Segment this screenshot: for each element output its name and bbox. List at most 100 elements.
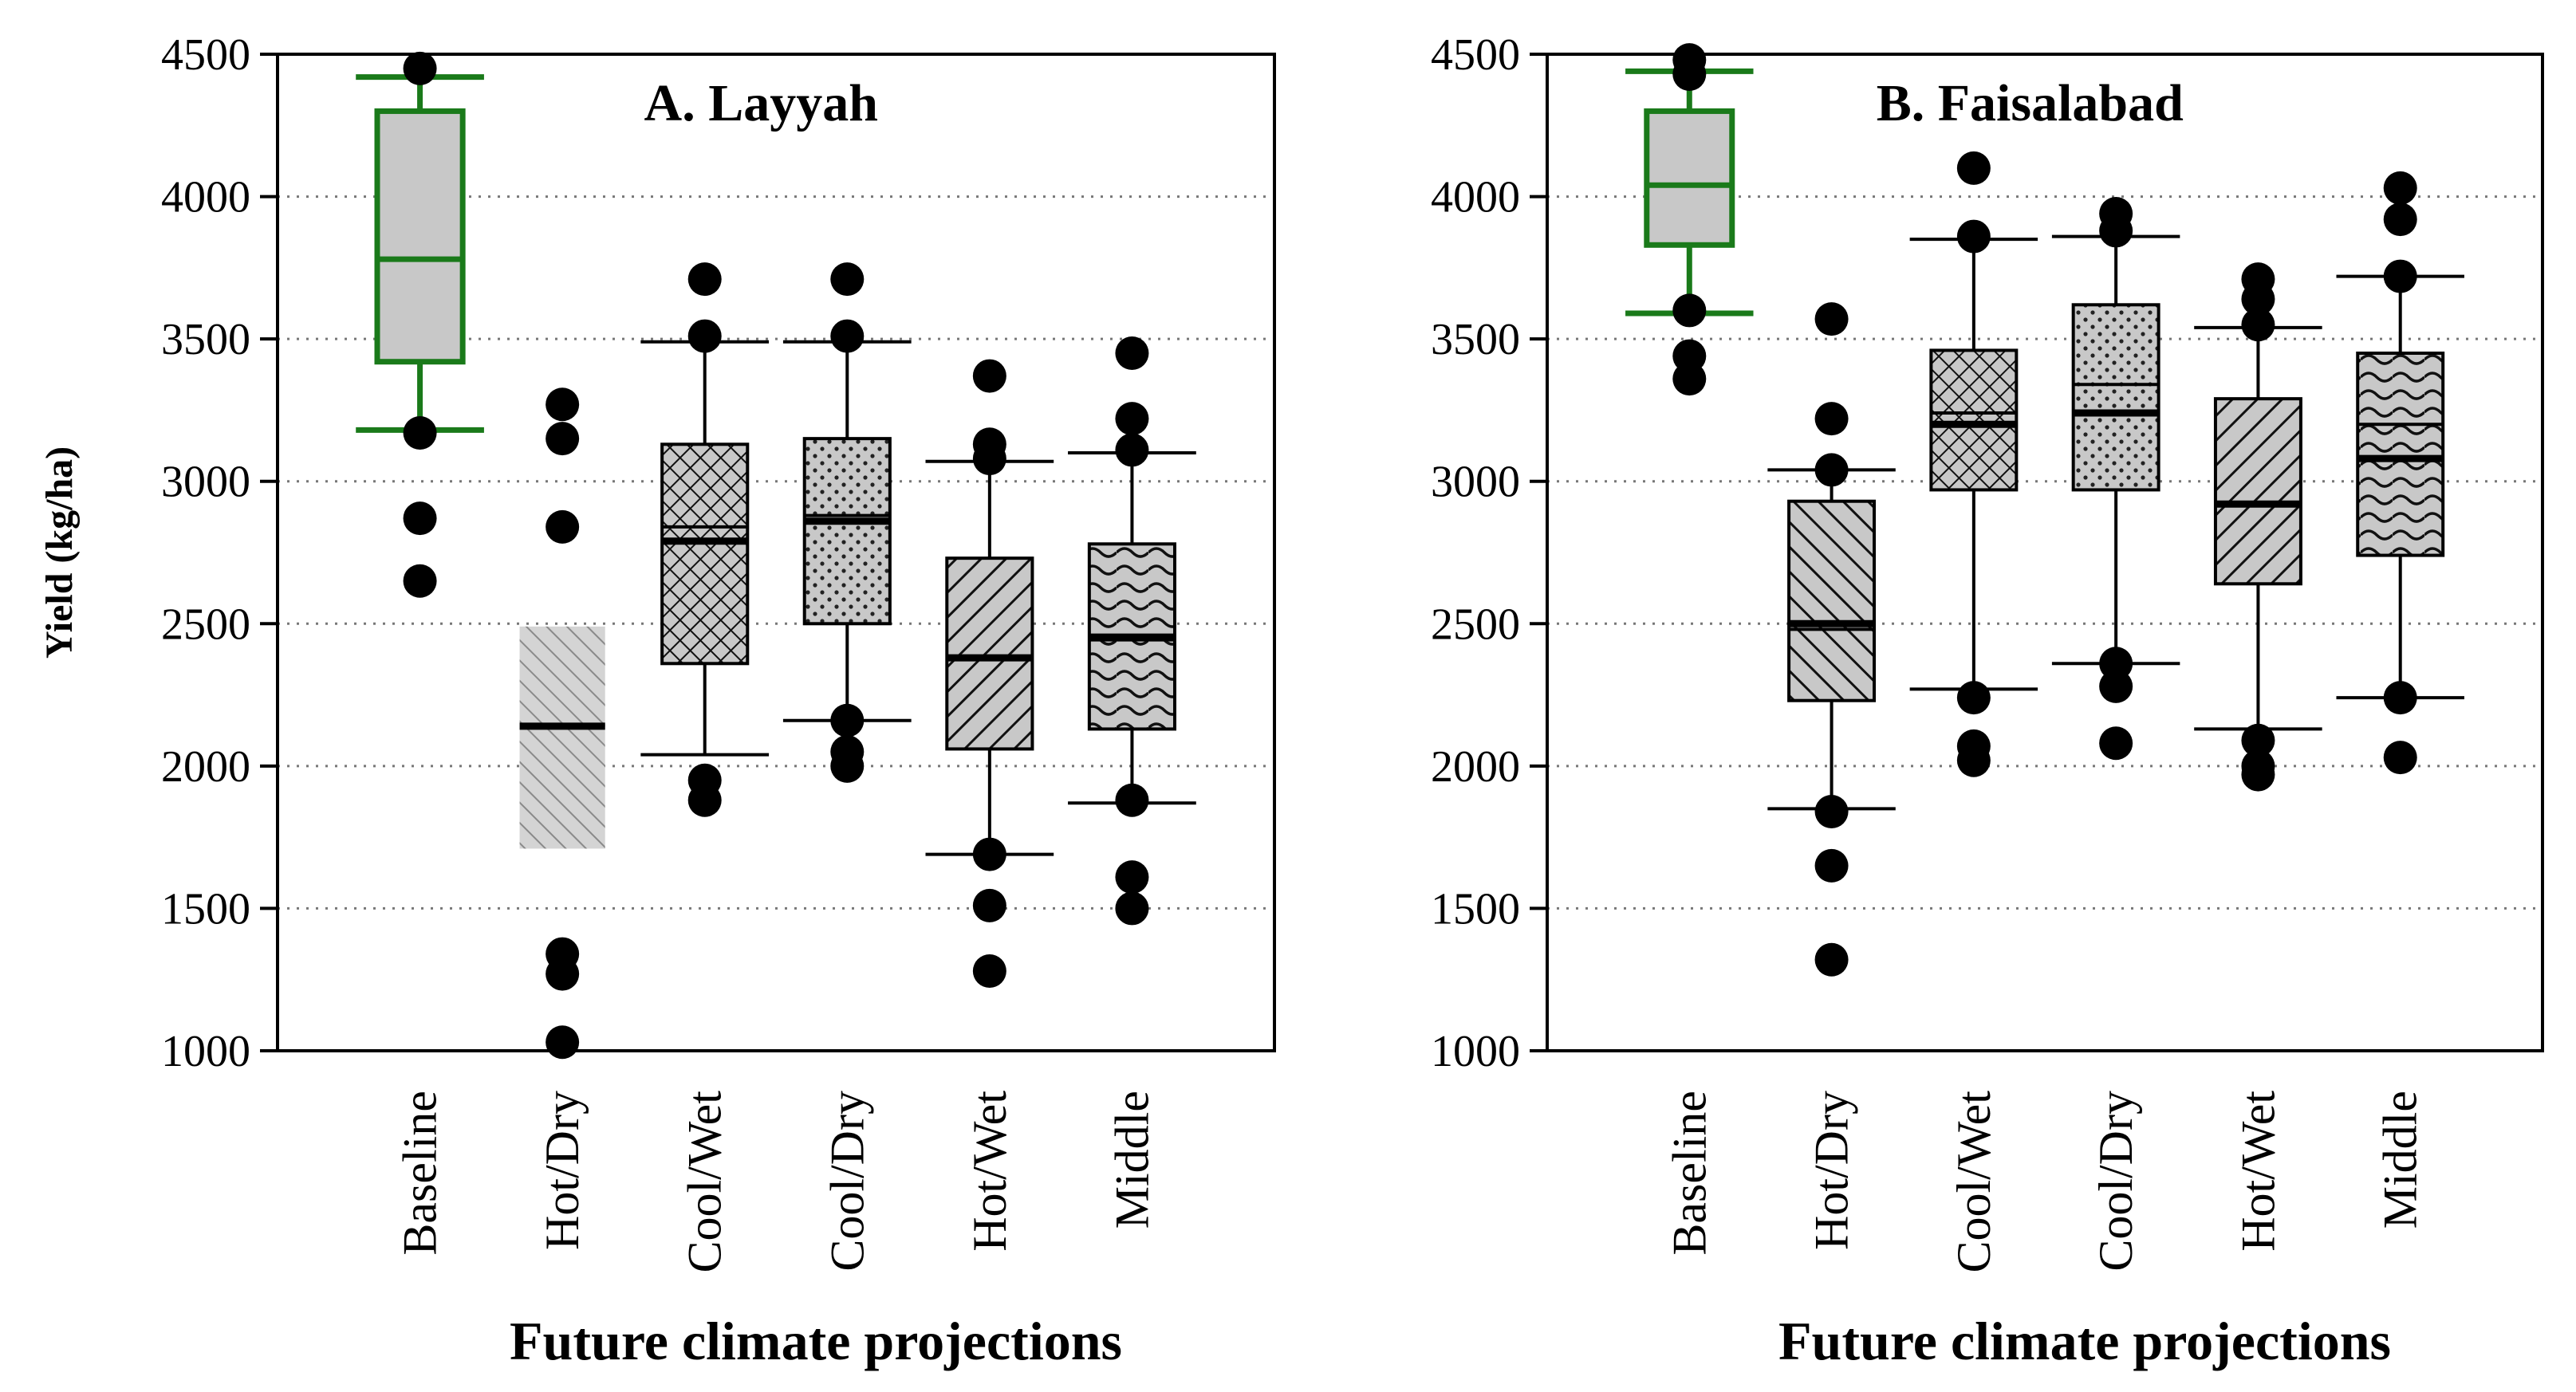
- y-tick-label: 2000: [1431, 742, 1520, 792]
- category-label: Cool/Dry: [2090, 1091, 2142, 1272]
- outlier-point: [2099, 669, 2133, 703]
- category-label: Middle: [1105, 1091, 1158, 1229]
- outlier-point: [2241, 723, 2275, 757]
- outlier-point: [2383, 259, 2417, 293]
- iqr-box: [660, 442, 750, 666]
- outlier-point: [1115, 433, 1149, 467]
- box-hot-wet: Hot/Wet: [925, 359, 1054, 1252]
- y-tick-label: 3500: [161, 315, 250, 364]
- iqr-box: [1787, 499, 1877, 702]
- chart-panel-2: 1000 1500 2000 2500 3000 3500 4000 4500 Baseline…: [1431, 30, 2544, 1371]
- box-cool-dry: Cool/Dry: [782, 262, 912, 1272]
- category-label: Hot/Dry: [1806, 1091, 1858, 1250]
- outlier-point: [1115, 860, 1149, 895]
- outlier-point: [2383, 203, 2417, 237]
- outlier-point: [2241, 308, 2275, 342]
- category-label: Middle: [2374, 1091, 2427, 1229]
- box-baseline: Baseline: [1625, 43, 1754, 1256]
- outlier-point: [972, 954, 1006, 988]
- outlier-point: [830, 262, 865, 297]
- outlier-point: [2099, 726, 2133, 761]
- category-label: Baseline: [1663, 1091, 1715, 1256]
- outlier-point: [1672, 362, 1707, 396]
- y-tick-label: 2500: [161, 600, 250, 649]
- y-tick-label: 1000: [161, 1027, 250, 1076]
- outlier-point: [2383, 681, 2417, 715]
- outlier-point: [546, 422, 580, 456]
- outlier-point: [1814, 302, 1849, 336]
- y-tick-label: 3500: [1431, 315, 1520, 364]
- iqr-box: [2213, 397, 2302, 586]
- box-middle: Middle: [2336, 171, 2464, 1229]
- y-tick-label: 4000: [1431, 173, 1520, 222]
- iqr-box: [1929, 348, 2019, 492]
- outlier-point: [1115, 783, 1149, 817]
- iqr-box: [1644, 108, 1735, 248]
- y-tick-label: 4500: [161, 30, 250, 80]
- outlier-point: [1115, 891, 1149, 926]
- outlier-point: [830, 703, 865, 737]
- y-tick-label: 2500: [1431, 600, 1520, 649]
- box-hot-dry: Hot/Dry: [519, 387, 605, 1250]
- outlier-point: [687, 319, 722, 353]
- outlier-point: [2099, 214, 2133, 248]
- iqr-box: [945, 556, 1034, 751]
- plot-frame: [276, 53, 1276, 1052]
- iqr-box: [2071, 303, 2160, 492]
- box-middle: Middle: [1068, 336, 1196, 1229]
- category-label: Hot/Dry: [536, 1091, 589, 1250]
- iqr-box: [802, 437, 892, 626]
- outlier-point: [1814, 453, 1849, 487]
- outlier-point: [2383, 171, 2417, 205]
- y-tick-label: 3000: [161, 458, 250, 507]
- outlier-point: [2383, 741, 2417, 775]
- outlier-point: [1956, 219, 1991, 254]
- y-tick-label: 1500: [1431, 884, 1520, 934]
- category-label: Hot/Wet: [2231, 1091, 2284, 1252]
- category-label: Hot/Wet: [963, 1091, 1016, 1252]
- x-axis-label: Future climate projections: [510, 1311, 1122, 1371]
- outlier-point: [1956, 151, 1991, 185]
- iqr-box: [519, 626, 605, 849]
- outlier-point: [403, 564, 437, 598]
- box-cool-dry: Cool/Dry: [2051, 197, 2180, 1272]
- outlier-point: [546, 509, 580, 544]
- outlier-point: [1115, 402, 1149, 436]
- outlier-point: [1956, 681, 1991, 715]
- chart-panel-1: 1000 1500 2000 2500 3000 3500 4000 4500 Baseline…: [38, 30, 1276, 1371]
- outlier-point: [687, 783, 722, 817]
- outlier-point: [972, 442, 1006, 476]
- outlier-point: [1672, 57, 1707, 91]
- y-axis-label: Yield (kg/ha): [38, 446, 81, 659]
- outlier-point: [546, 387, 580, 422]
- plot-frame: [1546, 53, 2544, 1052]
- outlier-point: [972, 359, 1006, 393]
- y-tick-label: 1500: [161, 884, 250, 934]
- outlier-point: [1814, 795, 1849, 828]
- outlier-point: [403, 51, 437, 85]
- outlier-point: [2241, 757, 2275, 792]
- box-cool-wet: Cool/Wet: [640, 262, 770, 1273]
- y-tick-label: 4500: [1431, 30, 1520, 80]
- y-tick-label: 1000: [1431, 1027, 1520, 1076]
- outlier-point: [546, 1025, 580, 1060]
- iqr-box: [374, 108, 466, 365]
- outlier-point: [1672, 293, 1707, 328]
- chart-title: A. Layyah: [644, 74, 878, 132]
- x-axis-label: Future climate projections: [1778, 1311, 2391, 1371]
- outlier-point: [1814, 402, 1849, 436]
- category-label: Cool/Wet: [679, 1091, 731, 1273]
- outlier-point: [687, 262, 722, 297]
- outlier-point: [2241, 282, 2275, 317]
- category-label: Cool/Wet: [1948, 1091, 2000, 1273]
- outlier-point: [830, 749, 865, 783]
- outlier-point: [972, 837, 1006, 871]
- outlier-point: [972, 888, 1006, 922]
- iqr-box: [2356, 352, 2445, 557]
- outlier-point: [1814, 942, 1849, 977]
- outlier-point: [1814, 848, 1849, 883]
- outlier-point: [1956, 743, 1991, 777]
- box-cool-wet: Cool/Wet: [1909, 151, 2038, 1273]
- category-label: Cool/Dry: [821, 1091, 873, 1272]
